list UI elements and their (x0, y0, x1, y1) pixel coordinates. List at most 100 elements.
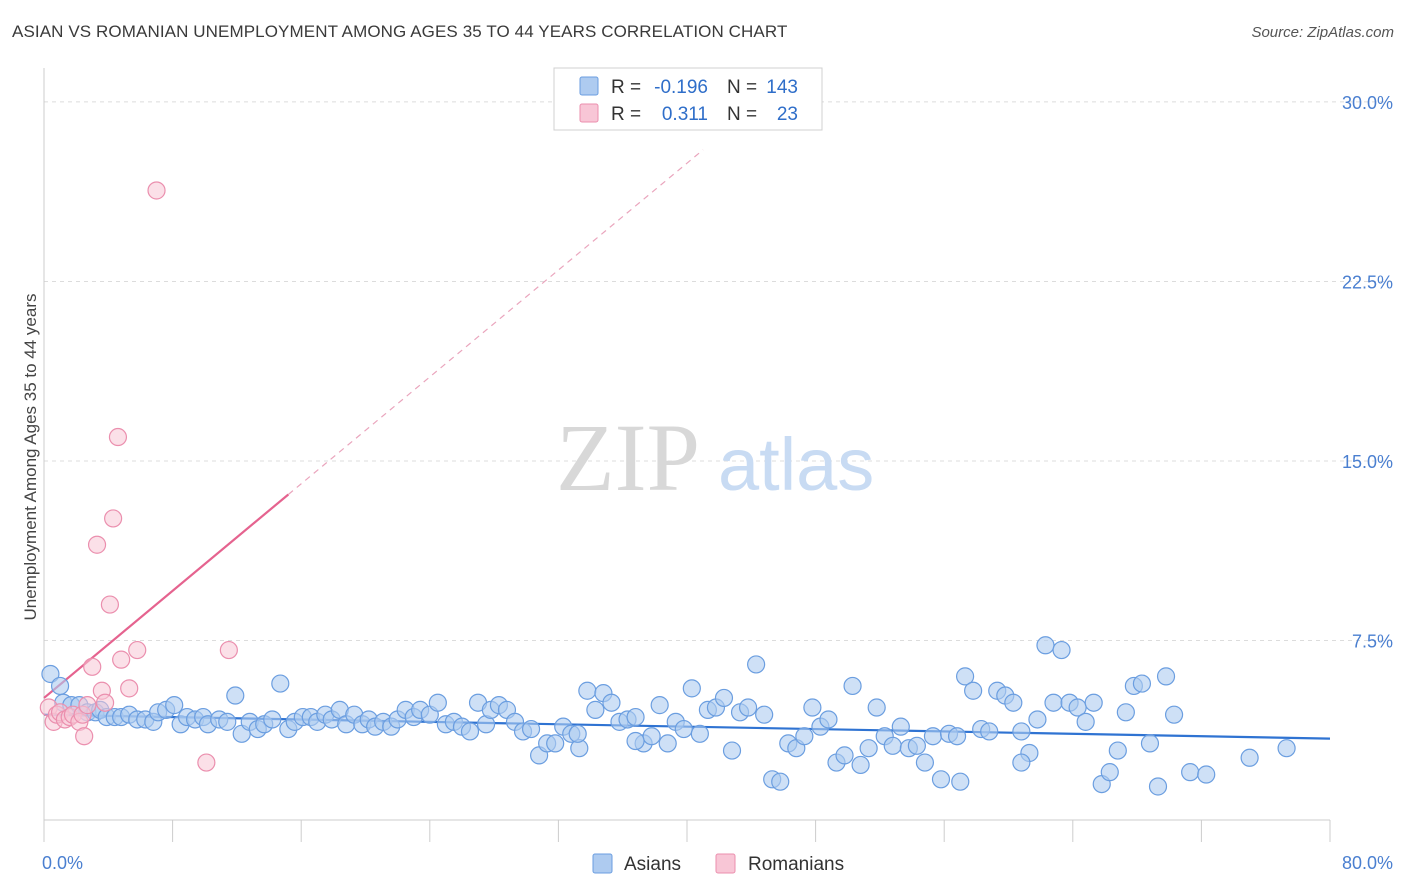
asian-point (1076, 712, 1095, 731)
asian-point (835, 746, 854, 765)
romanians-trend-extension (287, 149, 704, 495)
asian-point (226, 686, 245, 705)
asian-point (658, 734, 677, 753)
asian-point (1028, 710, 1047, 729)
asian-point (915, 753, 935, 772)
asian-point (626, 707, 645, 727)
asian-point (771, 772, 790, 791)
asian-point (891, 717, 910, 736)
asian-point (546, 734, 565, 753)
asian-point (674, 719, 693, 739)
romanian-point (83, 657, 102, 676)
y-axis-label: Unemployment Among Ages 35 to 44 years (21, 294, 40, 621)
asian-point (682, 679, 701, 698)
asian-point (964, 681, 983, 700)
asian-point (722, 741, 742, 760)
asian-point (843, 676, 862, 696)
y-tick-label: 15.0% (1342, 452, 1393, 472)
romanians-legend-label: Romanians (748, 854, 844, 875)
asian-point (859, 739, 878, 758)
asian-point (271, 674, 290, 693)
asian-point (714, 688, 734, 708)
asian-point (1084, 693, 1103, 712)
axes (43, 68, 1331, 842)
asian-point (980, 722, 999, 741)
asians-swatch (592, 853, 613, 874)
asian-point (642, 727, 661, 746)
asian-point (923, 727, 943, 746)
asians-r-value: -0.196 (654, 77, 708, 98)
asian-point (1181, 763, 1200, 782)
asian-point (1148, 777, 1168, 796)
asian-point (907, 736, 926, 755)
asian-point (1044, 693, 1063, 712)
asian-point (602, 693, 621, 712)
romanians-r-value: 0.311 (662, 104, 708, 125)
romanians-legend-swatch (579, 103, 599, 123)
romanian-point (100, 595, 120, 614)
asian-point (867, 698, 886, 717)
romanian-point (219, 640, 238, 660)
romanians-swatch (715, 853, 736, 874)
romanian-point (197, 753, 216, 772)
stats-legend-box (553, 67, 823, 131)
chart-title: ASIAN VS ROMANIAN UNEMPLOYMENT AMONG AGE… (12, 22, 788, 41)
romanians-r-label: R = (611, 104, 641, 125)
romanian-point (104, 509, 123, 528)
asians-points (41, 636, 1296, 796)
asian-point (521, 719, 541, 739)
asian-point (947, 727, 967, 746)
asian-point (955, 667, 975, 686)
romanian-point (128, 640, 147, 660)
asians-n-value: 143 (766, 77, 798, 98)
romanian-point (75, 727, 94, 746)
y-tick-label: 7.5% (1352, 631, 1393, 651)
asian-point (690, 724, 709, 743)
stats-legend: R = -0.196 N = 143 R = 0.311 N = 23 (553, 67, 823, 131)
asian-point (1036, 636, 1055, 655)
asian-point (931, 770, 951, 789)
asian-point (1004, 693, 1023, 712)
x-tick-label-min: 0.0% (42, 853, 83, 873)
asian-point (428, 693, 447, 712)
asian-point (1012, 722, 1031, 741)
romanian-point (120, 679, 139, 698)
asian-point (650, 696, 669, 715)
asian-point (1052, 640, 1071, 660)
asian-point (586, 700, 605, 719)
asian-point (568, 724, 587, 743)
asian-point (1164, 705, 1184, 724)
source-label: Source: ZipAtlas.com (1251, 24, 1394, 41)
asian-point (951, 772, 970, 791)
romanian-point (87, 535, 107, 554)
asian-point (1132, 674, 1152, 693)
romanians-n-value: 23 (777, 104, 798, 125)
tick-labels: 7.5% 15.0% 22.5% 30.0% 0.0% 80.0% (42, 93, 1393, 873)
asian-point (738, 698, 758, 717)
asian-point (1197, 765, 1216, 784)
asian-point (1277, 739, 1296, 758)
asian-point (578, 681, 597, 700)
grid-lines (44, 101, 1392, 641)
asian-point (1156, 667, 1176, 686)
romanian-point (95, 693, 115, 712)
romanians-trend-line (43, 493, 290, 699)
asian-point (1108, 741, 1127, 760)
asian-point (1100, 763, 1119, 782)
asian-point (851, 755, 870, 775)
romanian-point (108, 427, 128, 447)
asian-point (626, 731, 645, 751)
watermark: ZIP atlas (556, 404, 874, 511)
watermark-atlas: atlas (718, 423, 874, 506)
asian-point (165, 696, 184, 715)
romanian-point (112, 650, 131, 669)
asian-point (1140, 734, 1160, 753)
asian-point (819, 710, 838, 729)
asian-point (795, 727, 814, 746)
x-tick-label-max: 80.0% (1342, 853, 1393, 873)
y-tick-label: 22.5% (1342, 272, 1393, 292)
asian-point (1240, 748, 1259, 767)
series-legend: Asians Romanians (592, 853, 844, 875)
asians-r-label: R = (611, 77, 641, 98)
